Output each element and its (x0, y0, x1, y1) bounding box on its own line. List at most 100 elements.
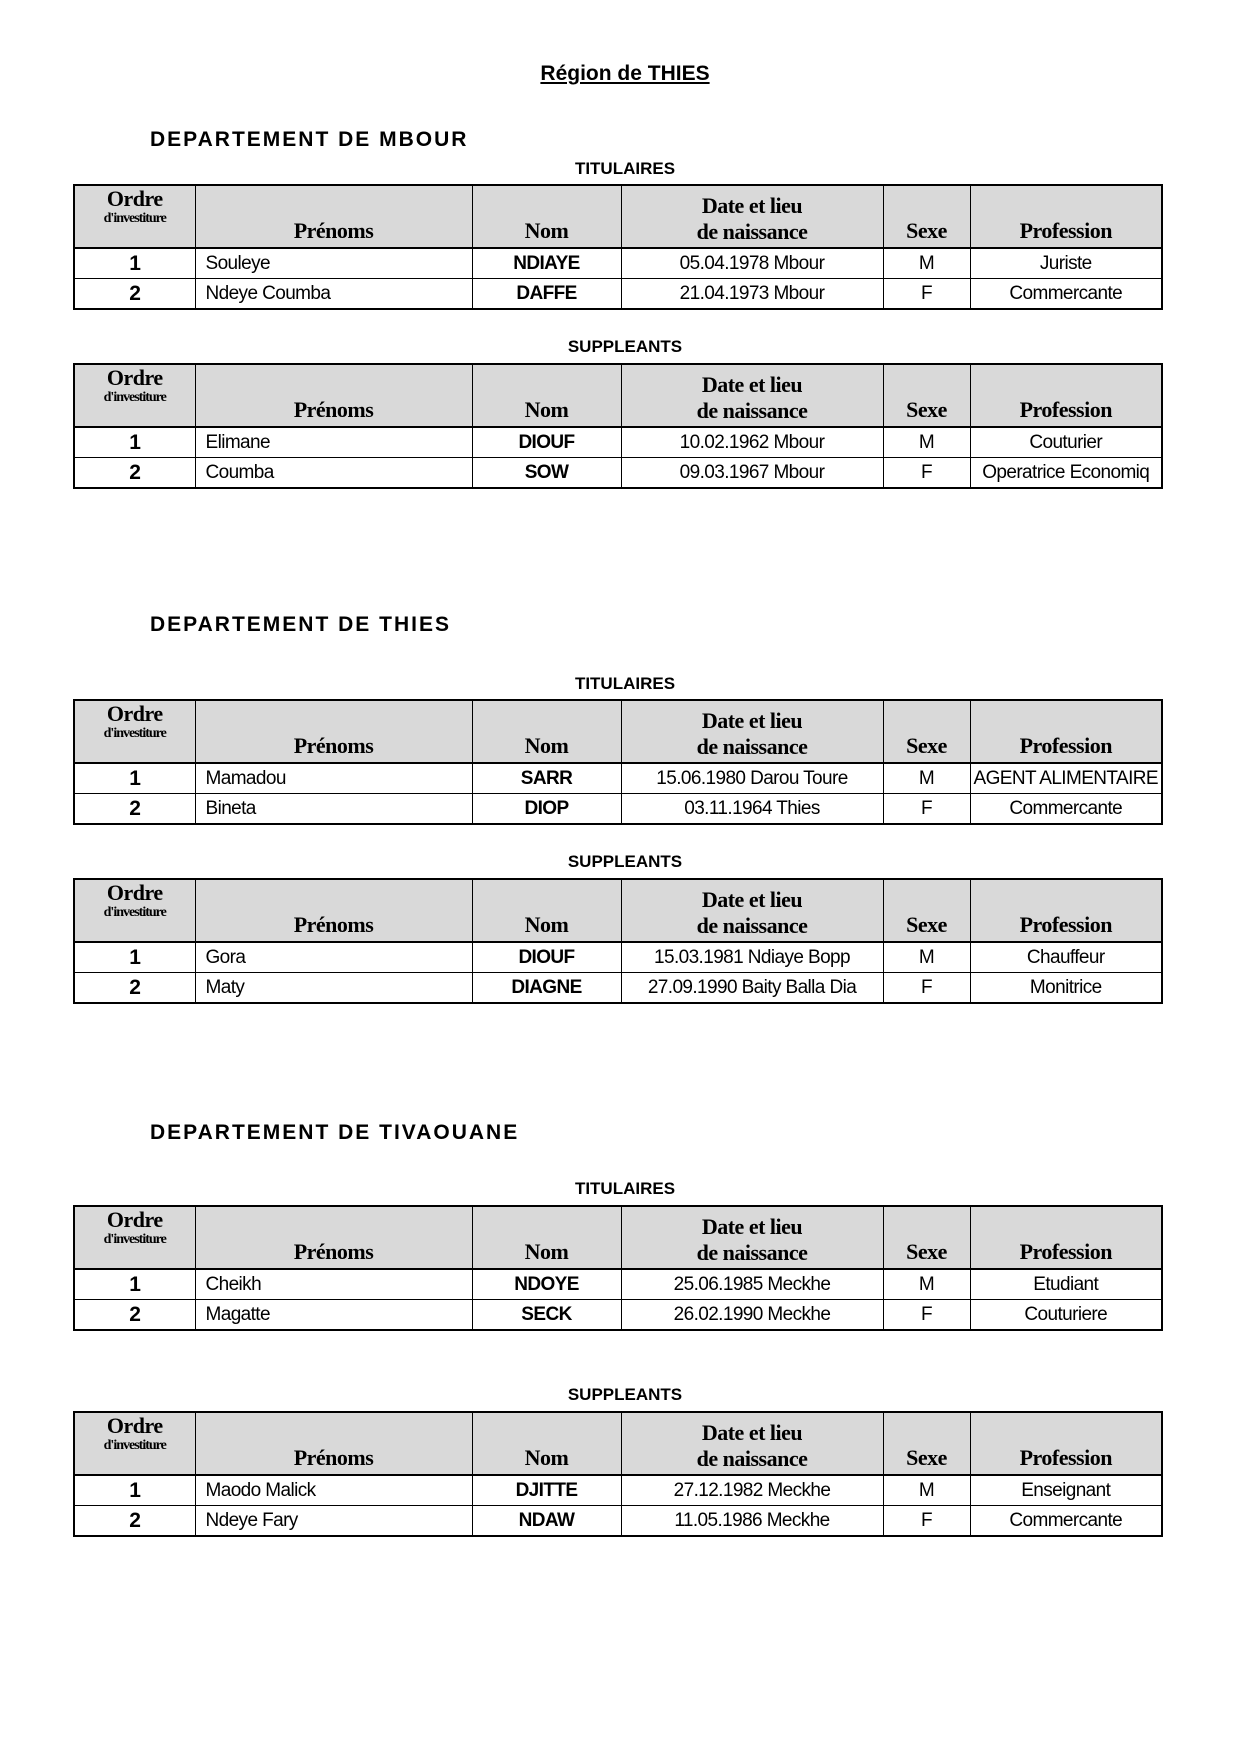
header-nom: Nom (471, 1205, 622, 1270)
cell-ordre: 2 (73, 793, 196, 825)
cell-date-lieu: 15.03.1981 Ndiaye Bopp (620, 941, 884, 973)
cell-nom: DIOP (471, 793, 622, 825)
header-ordre-label: Ordre (106, 365, 163, 390)
cell-ordre: 2 (73, 278, 196, 310)
header-nom: Nom (471, 1411, 622, 1476)
header-ordre-label: Ordre (106, 880, 163, 905)
cell-date-lieu: 15.06.1980 Darou Toure (620, 762, 884, 794)
department-title: DEPARTEMENT DE MBOUR (150, 128, 469, 151)
header-date-line1: Date et lieu (701, 708, 803, 734)
cell-ordre: 1 (73, 941, 196, 973)
header-ordre-sub: d'investiture (103, 390, 167, 405)
cell-date-lieu: 27.09.1990 Baity Balla Dia (620, 972, 884, 1004)
header-row: Ordre d'investiture Prénoms Nom Date et lieu… (73, 184, 1163, 249)
cell-profession: Operatrice Economiq (969, 457, 1163, 489)
cell-ordre: 1 (73, 426, 196, 458)
cell-profession: Enseignant (969, 1474, 1163, 1506)
cell-profession: AGENT ALIMENTAIRE (969, 762, 1163, 794)
cell-date-lieu: 05.04.1978 Mbour (620, 247, 884, 279)
header-profession: Profession (969, 184, 1163, 249)
section-label-suppleants: SUPPLEANTS (567, 1385, 683, 1404)
cell-ordre: 2 (73, 1299, 196, 1331)
cell-prenom: Elimane (194, 426, 473, 458)
cell-sexe: M (882, 247, 971, 279)
cell-prenom: Magatte (194, 1299, 473, 1331)
header-nom: Nom (471, 363, 622, 428)
header-ordre: Ordre d'investiture (73, 1411, 196, 1476)
header-nom: Nom (471, 878, 622, 943)
table-row: 1 Souleye NDIAYE 05.04.1978 Mbour M Juriste (73, 247, 1163, 279)
cell-prenom: Coumba (194, 457, 473, 489)
table-row: 1 Mamadou SARR 15.06.1980 Darou Toure M AGENT… (73, 762, 1163, 794)
header-date-lieu: Date et lieu de naissance (620, 1411, 884, 1476)
header-ordre: Ordre d'investiture (73, 878, 196, 943)
header-ordre: Ordre d'investiture (73, 699, 196, 764)
section-label-suppleants: SUPPLEANTS (567, 852, 683, 871)
header-date-line2: de naissance (696, 733, 808, 759)
cell-date-lieu: 09.03.1967 Mbour (620, 457, 884, 489)
header-date-line1: Date et lieu (701, 1420, 803, 1446)
header-row: Ordre d'investiture Prénoms Nom Date et lieu… (73, 699, 1163, 764)
cell-ordre: 1 (73, 762, 196, 794)
header-ordre-sub: d'investiture (103, 905, 167, 920)
header-ordre-label: Ordre (106, 701, 163, 726)
table-row: 2 Maty DIAGNE 27.09.1990 Baity Balla Dia F Mo… (73, 972, 1163, 1004)
table-row: 1 Elimane DIOUF 10.02.1962 Mbour M Couturier (73, 426, 1163, 458)
cell-nom: SOW (471, 457, 622, 489)
header-ordre: Ordre d'investiture (73, 1205, 196, 1270)
cell-sexe: F (882, 457, 971, 489)
header-prenoms: Prénoms (194, 878, 473, 943)
section-label-titulaires: TITULAIRES (574, 1179, 676, 1198)
header-date-line2: de naissance (696, 1445, 808, 1471)
cell-date-lieu: 21.04.1973 Mbour (620, 278, 884, 310)
cell-sexe: M (882, 1268, 971, 1300)
header-sexe: Sexe (882, 184, 971, 249)
header-prenoms: Prénoms (194, 184, 473, 249)
cell-profession: Commercante (969, 793, 1163, 825)
cell-prenom: Maodo Malick (194, 1474, 473, 1506)
cell-prenom: Gora (194, 941, 473, 973)
cell-sexe: F (882, 1505, 971, 1537)
candidates-table: Ordre d'investiture Prénoms Nom Date et lieu… (73, 878, 1163, 1004)
cell-prenom: Cheikh (194, 1268, 473, 1300)
table-row: 2 Ndeye Fary NDAW 11.05.1986 Meckhe F Commerc… (73, 1505, 1163, 1537)
table-row: 2 Ndeye Coumba DAFFE 21.04.1973 Mbour F Comme… (73, 278, 1163, 310)
header-date-line2: de naissance (696, 218, 808, 244)
department-title: DEPARTEMENT DE TIVAOUANE (150, 1121, 520, 1144)
header-date-line1: Date et lieu (701, 887, 803, 913)
header-sexe: Sexe (882, 699, 971, 764)
cell-prenom: Mamadou (194, 762, 473, 794)
header-sexe: Sexe (882, 1205, 971, 1270)
cell-nom: DJITTE (471, 1474, 622, 1506)
cell-sexe: M (882, 941, 971, 973)
cell-ordre: 2 (73, 457, 196, 489)
cell-ordre: 2 (73, 1505, 196, 1537)
cell-nom: SECK (471, 1299, 622, 1331)
header-profession: Profession (969, 878, 1163, 943)
header-date-lieu: Date et lieu de naissance (620, 878, 884, 943)
cell-prenom: Ndeye Coumba (194, 278, 473, 310)
cell-date-lieu: 25.06.1985 Meckhe (620, 1268, 884, 1300)
header-date-line1: Date et lieu (701, 1214, 803, 1240)
header-row: Ordre d'investiture Prénoms Nom Date et lieu… (73, 1411, 1163, 1476)
cell-date-lieu: 26.02.1990 Meckhe (620, 1299, 884, 1331)
header-date-lieu: Date et lieu de naissance (620, 363, 884, 428)
cell-prenom: Bineta (194, 793, 473, 825)
table-row: 2 Bineta DIOP 03.11.1964 Thies F Commercante (73, 793, 1163, 825)
cell-nom: DIAGNE (471, 972, 622, 1004)
cell-profession: Chauffeur (969, 941, 1163, 973)
cell-date-lieu: 03.11.1964 Thies (620, 793, 884, 825)
header-ordre-sub: d'investiture (103, 1232, 167, 1247)
cell-prenom: Maty (194, 972, 473, 1004)
cell-nom: NDIAYE (471, 247, 622, 279)
cell-ordre: 1 (73, 1474, 196, 1506)
cell-sexe: F (882, 972, 971, 1004)
table-row: 1 Gora DIOUF 15.03.1981 Ndiaye Bopp M Chauffe… (73, 941, 1163, 973)
header-sexe: Sexe (882, 878, 971, 943)
cell-prenom: Ndeye Fary (194, 1505, 473, 1537)
cell-prenom: Souleye (194, 247, 473, 279)
header-sexe: Sexe (882, 363, 971, 428)
header-row: Ordre d'investiture Prénoms Nom Date et lieu… (73, 878, 1163, 943)
header-ordre: Ordre d'investiture (73, 363, 196, 428)
header-sexe: Sexe (882, 1411, 971, 1476)
